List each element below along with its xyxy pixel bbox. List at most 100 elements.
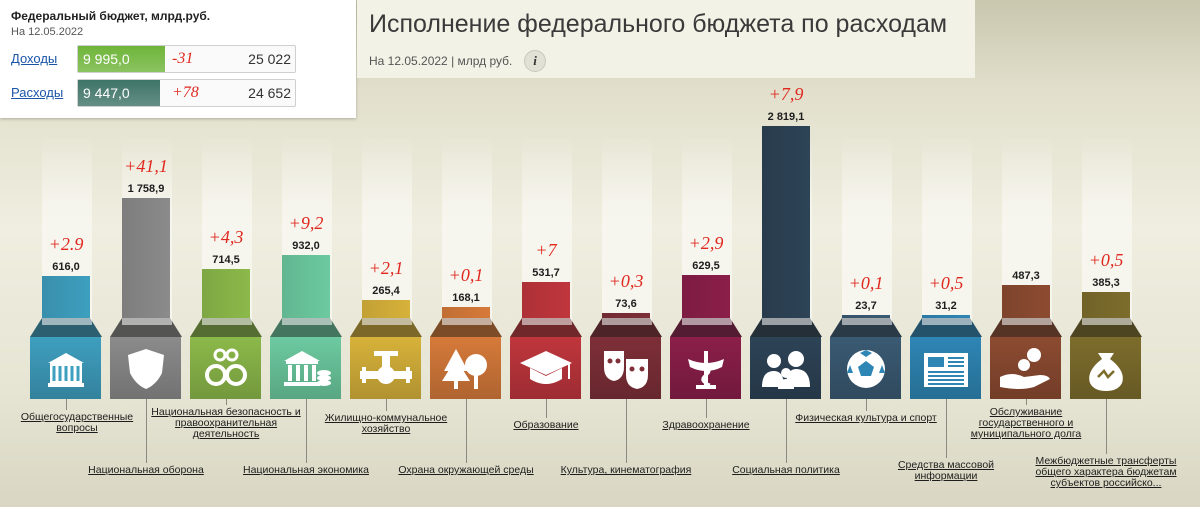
category-label[interactable]: Жилищно-коммунальное хозяйство: [324, 412, 448, 435]
category-tile[interactable]: [830, 337, 901, 399]
delta-label: +2.9: [48, 234, 84, 255]
expenses-delta: +78: [172, 84, 199, 101]
expenses-plan: 24 652: [248, 85, 291, 101]
category-label[interactable]: Общегосударственные вопросы: [20, 411, 134, 434]
category-label[interactable]: Национальная безопасность и правоохранит…: [151, 406, 301, 440]
income-link[interactable]: Доходы: [11, 51, 58, 66]
medicine-caduceus-icon: [688, 351, 724, 389]
category-label[interactable]: Культура, кинематография: [560, 464, 692, 476]
bar-10[interactable]: [842, 315, 890, 318]
bar-11[interactable]: [922, 315, 970, 318]
category-tile[interactable]: [910, 337, 981, 399]
bar-13[interactable]: [1082, 291, 1130, 318]
chart-subtitle: На 12.05.2022 | млрд руб.: [369, 54, 513, 68]
theater-masks-icon: [604, 351, 648, 389]
value-label: 31,2: [935, 300, 957, 312]
chart-header: Исполнение федерального бюджета по расхо…: [357, 0, 975, 78]
label-guide-line: [226, 399, 227, 405]
expenses-link[interactable]: Расходы: [11, 85, 64, 100]
value-label: 265,4: [372, 284, 400, 297]
label-guide-line: [1026, 399, 1027, 405]
category-tile[interactable]: [670, 337, 741, 399]
delta-label: +0,3: [608, 270, 644, 291]
bar-5[interactable]: [442, 306, 490, 318]
value-label: 616,0: [52, 261, 80, 274]
delta-label: +4,3: [208, 227, 244, 248]
label-guide-line: [706, 399, 707, 418]
government-building-icon: [48, 353, 84, 387]
summary-date: На 12.05.2022: [11, 26, 84, 38]
summary-row-expenses: Расходы 9 447,0 +78 24 652: [10, 79, 296, 107]
delta-label: +0,1: [448, 264, 484, 285]
category-label[interactable]: Здравоохранение: [662, 419, 750, 431]
value-label: 1 758,9: [127, 183, 165, 196]
trees-icon: [442, 349, 487, 389]
handcuffs-icon: [205, 348, 247, 386]
delta-label: +2,9: [688, 233, 724, 254]
income-progress-fill: [78, 46, 165, 72]
value-label: 168,1: [452, 291, 480, 304]
bar-3[interactable]: [282, 254, 330, 318]
delta-label: +41,1: [124, 156, 168, 177]
info-icon[interactable]: i: [524, 50, 546, 72]
label-guide-line: [866, 399, 867, 411]
category-label[interactable]: Межбюджетные трансферты общего характера…: [1035, 455, 1177, 489]
income-delta: -31: [172, 50, 194, 67]
label-guide-line: [66, 399, 67, 410]
newspaper-icon: [924, 353, 968, 387]
value-label: 73,6: [615, 297, 637, 310]
label-guide-line: [386, 399, 387, 411]
category-label[interactable]: Социальная политика: [732, 464, 840, 476]
value-label: 385,3: [1092, 276, 1120, 289]
delta-label: +2,1: [368, 257, 404, 278]
delta-label: +7: [535, 239, 557, 260]
category-label[interactable]: Обслуживание государственного и муниципа…: [970, 406, 1082, 440]
summary-row-income: Доходы 9 995,0 -31 25 022: [10, 45, 296, 73]
category-label[interactable]: Охрана окружающей среды: [398, 464, 534, 476]
bar-4[interactable]: [362, 299, 410, 318]
category-label[interactable]: Средства массовой информации: [897, 459, 995, 482]
category-label[interactable]: Образование: [513, 419, 579, 431]
category-tile[interactable]: [510, 337, 581, 399]
bar-1[interactable]: [122, 198, 170, 318]
column-background: [922, 135, 972, 325]
value-label: 487,3: [1012, 269, 1040, 282]
category-tile[interactable]: [30, 337, 101, 399]
delta-label: +7,9: [768, 84, 804, 104]
category-label[interactable]: Национальная оборона: [88, 464, 204, 476]
bar-7[interactable]: [602, 312, 650, 318]
money-bag-icon: [1089, 353, 1123, 391]
graduation-cap-icon: [520, 351, 572, 384]
value-label: 932,0: [292, 239, 320, 252]
delta-label: +0,5: [1088, 249, 1124, 270]
category-tile[interactable]: [750, 337, 821, 399]
income-progress-bar: 9 995,0 -31 25 022: [77, 45, 296, 73]
bar-8[interactable]: [682, 275, 730, 318]
label-guide-line: [946, 399, 947, 458]
bar-6[interactable]: [522, 281, 570, 318]
category-tile[interactable]: [350, 337, 421, 399]
category-tile[interactable]: [590, 337, 661, 399]
label-guide-line: [306, 399, 307, 463]
category-tile[interactable]: [190, 337, 261, 399]
category-tile[interactable]: [1070, 337, 1141, 399]
category-tile[interactable]: [110, 337, 181, 399]
summary-title: Федеральный бюджет, млрд.руб.: [11, 9, 211, 23]
label-guide-line: [466, 399, 467, 463]
column-background: [842, 135, 892, 325]
category-tile[interactable]: [990, 337, 1061, 399]
category-tile[interactable]: [270, 337, 341, 399]
category-tile[interactable]: [430, 337, 501, 399]
bar-2[interactable]: [202, 269, 250, 318]
hand-coins-icon: [1000, 348, 1050, 389]
value-label: 629,5: [692, 260, 720, 273]
bar-9[interactable]: [762, 126, 810, 318]
bar-12[interactable]: [1002, 284, 1050, 318]
income-plan: 25 022: [248, 51, 291, 67]
bar-0[interactable]: [42, 276, 90, 318]
category-label[interactable]: Физическая культура и спорт: [795, 412, 937, 424]
income-value: 9 995,0: [83, 51, 130, 67]
soccer-ball-icon: [847, 350, 885, 388]
label-guide-line: [146, 399, 147, 463]
category-label[interactable]: Национальная экономика: [243, 464, 369, 476]
